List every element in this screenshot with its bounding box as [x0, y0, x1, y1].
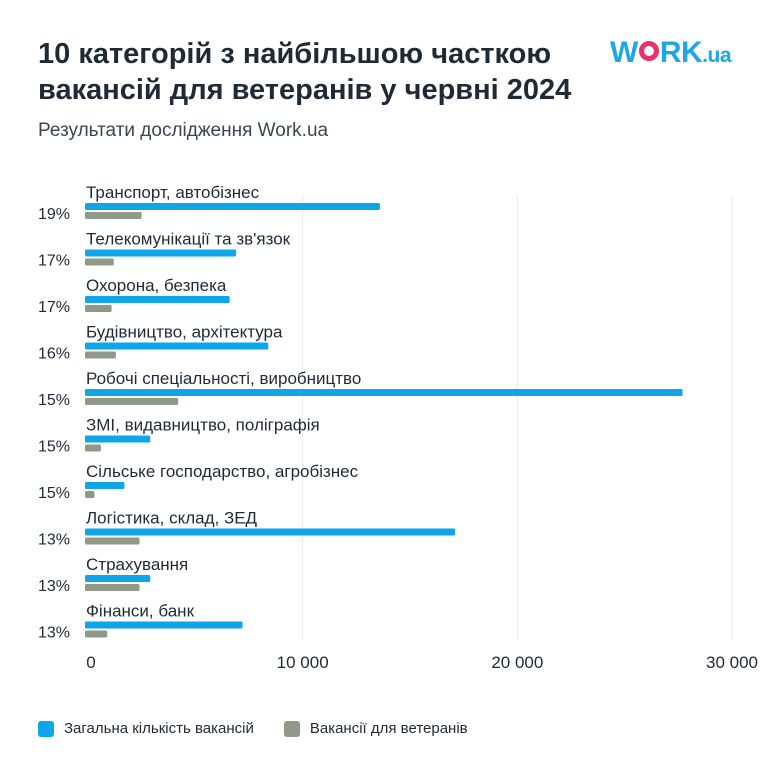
- bar-total: [85, 435, 151, 443]
- chart-subtitle: Результати дослідження Work.ua: [38, 120, 329, 141]
- category-label: Сільське господарство, агробізнес: [86, 462, 359, 481]
- bar-veterans: [85, 258, 114, 266]
- share-label: 19%: [38, 206, 70, 223]
- share-label: 13%: [38, 625, 70, 642]
- bar-veterans: [85, 537, 140, 545]
- bar-veterans: [85, 630, 108, 638]
- category-label: Логістика, склад, ЗЕД: [86, 509, 258, 528]
- category-label: Будівництво, архітектура: [86, 323, 283, 342]
- legend-label-veterans: Вакансії для ветеранів: [309, 720, 468, 737]
- logo-text-rk: RK: [659, 36, 703, 69]
- share-label: 15%: [38, 392, 70, 409]
- bar-chart: Транспорт, автобізнес 19% Телекомунікації …: [38, 183, 758, 672]
- category-label: Страхування: [86, 555, 188, 574]
- bar-total: [85, 249, 237, 257]
- category-label: Фінанси, банк: [86, 602, 195, 621]
- bar-total: [85, 342, 269, 350]
- x-tick-label: 0: [86, 653, 95, 672]
- legend-swatch-veterans: [283, 720, 300, 737]
- bar-veterans: [85, 305, 112, 312]
- bar-total: [85, 389, 683, 396]
- category-label: Телекомунікації та зв'язок: [86, 230, 291, 249]
- bar-total: [85, 482, 125, 489]
- bar-veterans: [85, 491, 95, 498]
- logo-text-w: W: [610, 36, 638, 69]
- share-label: 15%: [38, 439, 70, 456]
- share-label: 13%: [38, 578, 70, 595]
- bar-total: [85, 575, 151, 582]
- legend-item-veterans: Вакансії для ветеранів: [283, 720, 468, 737]
- legend-label-total: Загальна кількість вакансій: [64, 720, 254, 737]
- category-label: ЗМІ, видавництво, поліграфія: [86, 416, 320, 435]
- bar-total: [85, 528, 456, 536]
- legend: Загальна кількість вакансій Вакансії для…: [38, 720, 498, 737]
- x-tick-label: 20 000: [491, 653, 543, 672]
- x-tick-label: 10 000: [277, 653, 329, 672]
- bar-veterans: [85, 212, 142, 219]
- category-label: Робочі спеціальності, виробництво: [86, 369, 361, 388]
- x-tick-label: 30 000: [706, 653, 758, 672]
- bar-total: [85, 296, 230, 303]
- share-label: 17%: [38, 299, 70, 316]
- bar-veterans: [85, 444, 101, 452]
- bar-veterans: [85, 584, 140, 591]
- bar-veterans: [85, 351, 116, 359]
- legend-item-total: Загальна кількість вакансій: [38, 720, 254, 737]
- bar-total: [85, 621, 243, 629]
- bar-veterans: [85, 398, 179, 405]
- category-label: Транспорт, автобізнес: [86, 183, 260, 202]
- legend-swatch-total: [38, 720, 54, 737]
- share-label: 16%: [38, 346, 70, 363]
- share-label: 17%: [38, 253, 70, 270]
- chart-title: 10 категорій з найбільшою часткою ваканс…: [38, 38, 572, 106]
- bar-total: [85, 203, 380, 210]
- logo-ring-icon: [638, 41, 659, 61]
- share-label: 13%: [38, 532, 70, 549]
- work-ua-logo[interactable]: W RK.ua: [610, 36, 732, 70]
- category-label: Охорона, безпека: [86, 276, 227, 295]
- share-label: 15%: [38, 485, 70, 502]
- logo-text-ua: .ua: [702, 44, 732, 67]
